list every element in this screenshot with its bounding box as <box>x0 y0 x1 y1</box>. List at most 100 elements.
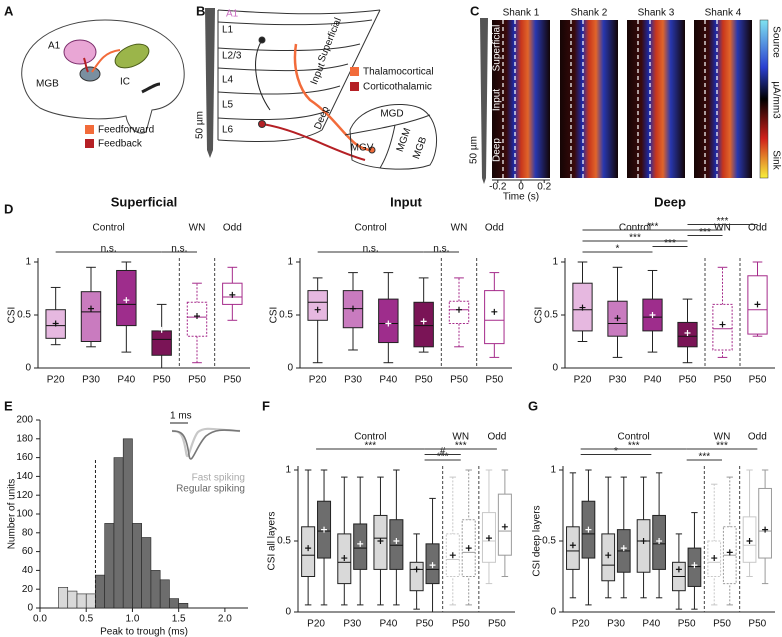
x-tick-label: P50 <box>416 619 434 630</box>
layer-label: L4 <box>222 75 234 86</box>
panel-label: G <box>528 398 538 413</box>
colorbar-label: µA/mm3 <box>770 81 781 119</box>
x-tick-label: 0.2 <box>537 182 551 193</box>
mean-marker <box>341 555 348 562</box>
y-tick-label: 0 <box>550 607 556 618</box>
bar <box>58 587 69 609</box>
mean-marker <box>711 555 718 562</box>
mean-marker <box>569 542 576 549</box>
bar <box>104 523 115 609</box>
mean-marker <box>229 291 236 298</box>
significance-label: *** <box>716 441 728 452</box>
x-tick-label: P20 <box>47 375 65 386</box>
mean-marker <box>485 535 492 542</box>
cortex-drawing <box>205 8 438 170</box>
mean-marker <box>194 313 200 320</box>
group-label: Control <box>618 432 650 443</box>
group-label: Odd <box>748 432 767 443</box>
mean-marker <box>350 305 356 312</box>
mean-marker <box>465 545 472 552</box>
y-tick-label: 0.5 <box>542 536 556 547</box>
bar <box>85 593 96 609</box>
zone-label: Input <box>492 89 503 111</box>
colorbar-label: Source <box>770 26 781 58</box>
bar <box>169 598 179 609</box>
significance-label: n.s. <box>363 244 379 255</box>
scale-label: 1 ms <box>170 411 192 422</box>
axis <box>564 258 775 369</box>
x-tick-label: P30 <box>82 375 100 386</box>
x-tick-label: P50 <box>415 375 433 386</box>
x-tick-label: P50 <box>748 619 766 630</box>
significance-label: *** <box>455 441 467 452</box>
x-tick-label: P50 <box>488 619 506 630</box>
mean-marker <box>123 297 130 304</box>
x-tick-label: P20 <box>307 619 325 630</box>
y-tick-label: 0 <box>287 363 293 374</box>
mean-marker <box>393 538 400 544</box>
bar <box>122 438 133 609</box>
x-tick-label: P40 <box>380 619 398 630</box>
panel-label: C <box>470 3 480 18</box>
legend-label: Fast spiking <box>192 473 245 484</box>
shank-label: Shank 1 <box>503 8 540 19</box>
significance-label: *** <box>717 216 729 227</box>
nucleus-label: MGM <box>395 127 414 154</box>
y-axis-label: CSI all layers <box>267 512 278 571</box>
x-tick-label: P50 <box>678 619 696 630</box>
zone-label: Deep <box>492 138 503 162</box>
box <box>389 519 404 570</box>
colorbar-label: Sink <box>770 150 781 170</box>
box <box>758 487 772 559</box>
x-tick-label: P40 <box>644 375 662 386</box>
legend-label: Feedback <box>98 139 143 150</box>
bar <box>159 579 170 609</box>
group-label: Odd <box>223 223 242 234</box>
mean-marker <box>684 330 691 337</box>
group-label: WN <box>714 223 731 234</box>
x-tick-label: P30 <box>343 619 361 630</box>
y-tick-label: 160 <box>16 452 33 463</box>
x-tick-label: P50 <box>713 619 731 630</box>
y-tick-label: 0.5 <box>544 310 558 321</box>
mean-marker <box>321 526 328 533</box>
group-label: Odd <box>748 223 767 234</box>
y-tick-label: 100 <box>16 509 33 520</box>
box <box>307 290 328 321</box>
legend-label: Feedforward <box>98 125 154 136</box>
significance-label: # <box>440 446 446 457</box>
y-tick-label: 0 <box>285 607 291 618</box>
x-tick-label: P50 <box>450 375 468 386</box>
x-tick-label: P50 <box>153 375 171 386</box>
group-label: WN <box>189 223 206 234</box>
legend-label: Thalamocortical <box>363 67 434 78</box>
region-label: IC <box>120 77 130 88</box>
group-label: Control <box>619 223 651 234</box>
csd-heatmaps <box>480 18 769 184</box>
box <box>151 330 172 356</box>
x-tick-label: P20 <box>574 375 592 386</box>
y-tick-label: 140 <box>16 471 33 482</box>
mean-marker <box>429 562 436 569</box>
x-tick-label: P30 <box>609 375 627 386</box>
y-tick-label: 0 <box>27 603 33 614</box>
mean-marker <box>614 315 621 322</box>
x-tick-label: P50 <box>452 619 470 630</box>
mean-marker <box>579 304 586 311</box>
chart-title: Input <box>390 194 422 209</box>
y-tick-label: 80 <box>22 527 34 538</box>
mean-marker <box>726 549 733 556</box>
y-tick-label: 0 <box>552 363 558 374</box>
bar <box>178 602 189 609</box>
significance-label: * <box>616 244 620 255</box>
box <box>636 519 651 573</box>
y-tick-label: 0 <box>25 363 31 374</box>
bar <box>113 457 124 609</box>
significance-label: n.s. <box>101 244 117 255</box>
axis <box>299 258 512 369</box>
mean-marker <box>605 552 612 559</box>
bar <box>141 537 152 609</box>
significance-label: *** <box>629 233 641 244</box>
legend-swatch <box>85 139 94 148</box>
y-axis-label: CSI <box>269 307 280 324</box>
